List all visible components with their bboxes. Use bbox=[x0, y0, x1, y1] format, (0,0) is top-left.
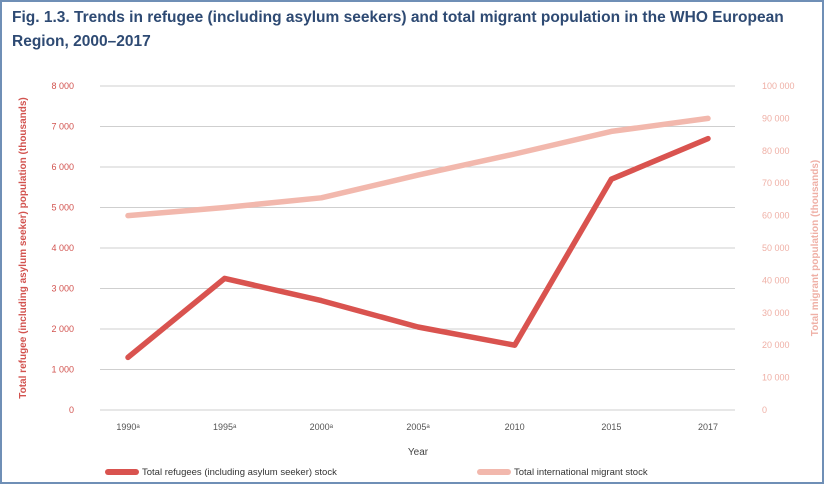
y-left-tick-label: 5 000 bbox=[51, 203, 74, 213]
y-axis-left-label: Total refugee (including asylum seeker) … bbox=[18, 97, 29, 399]
x-axis-label: Year bbox=[408, 447, 429, 458]
x-tick-label: 2000ᵃ bbox=[310, 422, 334, 432]
x-tick-label: 1990ᵃ bbox=[116, 422, 140, 432]
y-left-tick-label: 6 000 bbox=[51, 162, 74, 172]
y-left-tick-label: 2 000 bbox=[51, 324, 74, 334]
y-left-tick-label: 3 000 bbox=[51, 284, 74, 294]
x-tick-label: 2010 bbox=[505, 422, 525, 432]
y-left-tick-label: 0 bbox=[69, 405, 74, 415]
y-right-tick-label: 80 000 bbox=[762, 146, 790, 156]
x-axis-ticks: 1990ᵃ 1995ᵃ 2000ᵃ 2005ᵃ 2010 2015 2017 bbox=[116, 422, 718, 432]
y-right-tick-label: 40 000 bbox=[762, 275, 790, 285]
y-right-tick-label: 0 bbox=[762, 405, 767, 415]
y-right-tick-label: 60 000 bbox=[762, 211, 790, 221]
y-right-tick-label: 90 000 bbox=[762, 113, 790, 123]
y-left-tick-label: 7 000 bbox=[51, 122, 74, 132]
x-tick-label: 2017 bbox=[698, 422, 718, 432]
y-axis-left-ticks: 0 1 000 2 000 3 000 4 000 5 000 6 000 7 000 8 00… bbox=[51, 81, 74, 415]
series-lines bbox=[125, 115, 711, 361]
figure-title: Fig. 1.3. Trends in refugee (including a… bbox=[12, 9, 784, 50]
y-axis-right-label: Total migrant population (thousands) bbox=[810, 160, 821, 336]
legend: Total refugees (including asylum seeker)… bbox=[105, 467, 648, 478]
legend-label: Total refugees (including asylum seeker)… bbox=[142, 467, 337, 478]
y-right-tick-label: 50 000 bbox=[762, 243, 790, 253]
legend-label: Total international migrant stock bbox=[514, 467, 648, 478]
y-left-tick-label: 1 000 bbox=[51, 365, 74, 375]
y-right-tick-label: 30 000 bbox=[762, 308, 790, 318]
y-left-tick-label: 8 000 bbox=[51, 81, 74, 91]
x-tick-label: 1995ᵃ bbox=[213, 422, 237, 432]
y-right-tick-label: 100 000 bbox=[762, 81, 795, 91]
y-right-tick-label: 70 000 bbox=[762, 178, 790, 188]
y-right-tick-label: 10 000 bbox=[762, 373, 790, 383]
gridlines bbox=[100, 85, 735, 411]
series-line-migrant-stock bbox=[125, 115, 711, 219]
y-axis-right-ticks: 0 10 000 20 000 30 000 40 000 50 000 60 000 70 … bbox=[762, 81, 795, 415]
x-tick-label: 2015 bbox=[601, 422, 621, 432]
y-right-tick-label: 20 000 bbox=[762, 340, 790, 350]
y-left-tick-label: 4 000 bbox=[51, 243, 74, 253]
series-line-refugee-stock bbox=[125, 135, 711, 361]
x-tick-label: 2005ᵃ bbox=[406, 422, 430, 432]
